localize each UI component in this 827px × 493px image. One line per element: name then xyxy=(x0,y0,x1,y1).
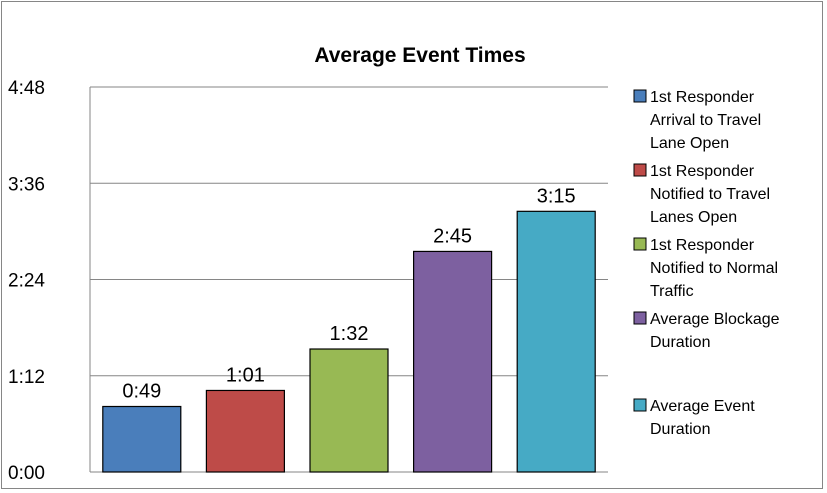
bars xyxy=(102,210,596,473)
legend-swatch xyxy=(633,311,647,325)
legend-entry-text: Duration xyxy=(650,421,710,438)
data-labels: 0:49 1:01 1:32 2:45 3:15 xyxy=(122,185,575,402)
data-label: 1:01 xyxy=(226,364,265,386)
data-label: 3:15 xyxy=(537,185,576,207)
y-tick-label: 3:36 xyxy=(8,174,45,195)
y-tick-label: 2:24 xyxy=(8,271,45,292)
bar xyxy=(516,210,596,473)
data-label: 2:45 xyxy=(433,225,472,247)
legend: 1st Responder Arrival to Travel Lane Open 1… xyxy=(633,89,780,438)
bar xyxy=(413,250,493,473)
chart-title: Average Event Times xyxy=(314,44,525,67)
legend-entry-text: Traffic xyxy=(650,283,694,300)
data-label: 1:32 xyxy=(330,323,369,345)
legend-entry-text: 1st Responder xyxy=(650,89,755,106)
legend-swatch xyxy=(633,163,647,177)
legend-swatch xyxy=(633,398,647,412)
data-label: 0:49 xyxy=(122,380,161,402)
legend-entry-text: Notified to Normal xyxy=(650,260,778,277)
y-tick-label: 4:48 xyxy=(8,78,45,99)
y-axis-ticks: 0:00 1:12 2:24 3:36 4:48 xyxy=(8,78,45,484)
legend-entry-text: 1st Responder xyxy=(650,163,755,180)
legend-entry-text: Lanes Open xyxy=(650,209,737,226)
legend-entry-text: Lane Open xyxy=(650,135,729,152)
legend-swatch xyxy=(633,89,647,103)
y-tick-label: 1:12 xyxy=(8,367,45,388)
legend-entry-text: Notified to Travel xyxy=(650,186,770,203)
legend-swatch xyxy=(633,237,647,251)
legend-entry-text: Arrival to Travel xyxy=(650,112,761,129)
y-tick-label: 0:00 xyxy=(8,463,45,484)
bar xyxy=(102,405,182,473)
legend-entry-text: 1st Responder xyxy=(650,237,755,254)
legend-entry-text: Average Blockage xyxy=(650,311,780,328)
legend-entry-text: Duration xyxy=(650,334,710,351)
bar xyxy=(309,348,389,473)
bar xyxy=(205,389,285,473)
legend-entry-text: Average Event xyxy=(650,398,755,415)
